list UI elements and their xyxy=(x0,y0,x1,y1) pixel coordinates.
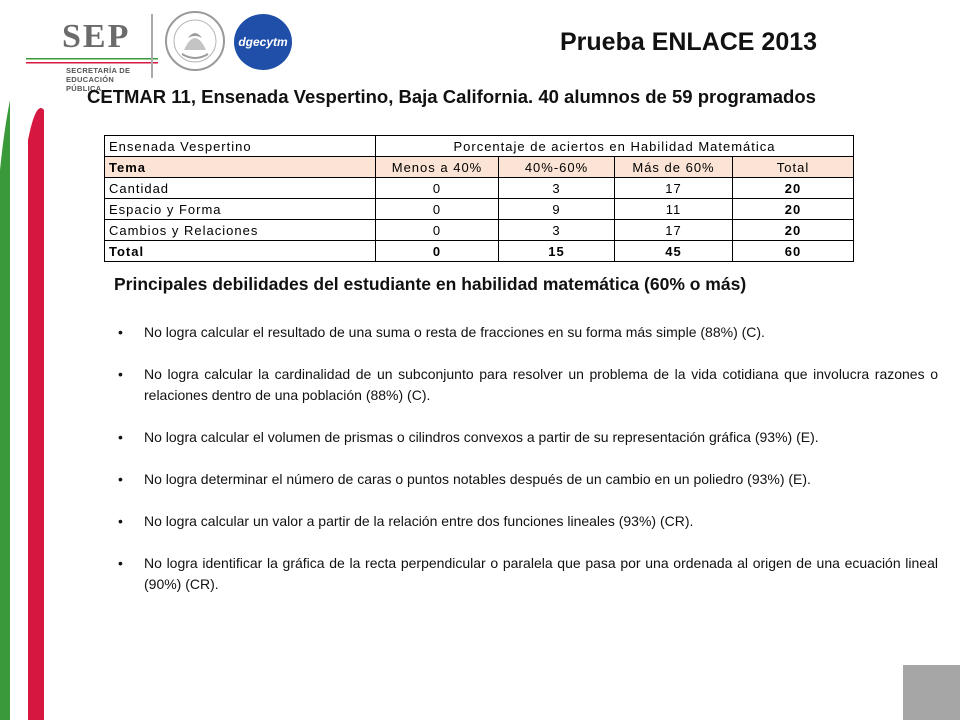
cell-total: 20 xyxy=(732,198,854,220)
logo-divider xyxy=(151,14,153,78)
cell-menos40: 0 xyxy=(375,240,499,262)
cell-tema: Espacio y Forma xyxy=(104,198,376,220)
table-group-header: Porcentaje de aciertos en Habilidad Mate… xyxy=(375,135,854,157)
mexican-national-seal-icon xyxy=(165,11,225,71)
list-item: No logra calcular un valor a partir de l… xyxy=(118,511,938,532)
cell-mas60: 17 xyxy=(614,219,733,241)
cell-40-60: 3 xyxy=(498,219,615,241)
cell-40-60: 9 xyxy=(498,198,615,220)
column-header-tema: Tema xyxy=(104,156,376,178)
cell-total: 20 xyxy=(732,219,854,241)
table-column-header-row: Tema Menos a 40% 40%-60% Más de 60% Tota… xyxy=(104,156,854,178)
column-header-mas60: Más de 60% xyxy=(614,156,733,178)
sep-logo-lines xyxy=(26,58,158,64)
corner-grey-box xyxy=(903,665,960,720)
cell-40-60: 3 xyxy=(498,177,615,199)
table-total-row: Total 0 15 45 60 xyxy=(104,240,854,262)
list-item: No logra calcular el volumen de prismas … xyxy=(118,427,938,448)
cell-menos40: 0 xyxy=(375,219,499,241)
cell-40-60: 15 xyxy=(498,240,615,262)
dgecytm-logo-text: dgecytm xyxy=(238,35,288,49)
page-title: Prueba ENLACE 2013 xyxy=(560,28,818,56)
list-item: No logra calcular la cardinalidad de un … xyxy=(118,364,938,406)
cell-tema: Cantidad xyxy=(104,177,376,199)
red-stripe xyxy=(28,108,44,720)
column-header-total: Total xyxy=(732,156,854,178)
column-header-40-60: 40%-60% xyxy=(498,156,615,178)
cell-mas60: 17 xyxy=(614,177,733,199)
weaknesses-title: Principales debilidades del estudiante e… xyxy=(114,274,747,294)
list-item: No logra calcular el resultado de una su… xyxy=(118,322,938,343)
sep-logo: SEP SECRETARÍA DE EDUCACIÓN PÚBLICA xyxy=(22,18,158,93)
cell-tema: Cambios y Relaciones xyxy=(104,219,376,241)
white-gap xyxy=(10,100,20,720)
list-item: No logra determinar el número de caras o… xyxy=(118,469,938,490)
results-table: Ensenada Vespertino Porcentaje de aciert… xyxy=(104,135,854,262)
weaknesses-list: No logra calcular el resultado de una su… xyxy=(118,322,938,616)
sep-logo-subtitle: SECRETARÍA DE EDUCACIÓN PÚBLICA xyxy=(66,66,131,93)
cell-mas60: 11 xyxy=(614,198,733,220)
page-subtitle: CETMAR 11, Ensenada Vespertino, Baja Cal… xyxy=(87,86,816,107)
tricolor-stripes xyxy=(0,100,44,720)
list-item: No logra identificar la gráfica de la re… xyxy=(118,553,938,595)
sep-logo-word: SEP xyxy=(62,18,131,55)
cell-total: 60 xyxy=(732,240,854,262)
table-header-row: Ensenada Vespertino Porcentaje de aciert… xyxy=(104,135,854,157)
cell-mas60: 45 xyxy=(614,240,733,262)
table-row: Cantidad 0 3 17 20 xyxy=(104,177,854,199)
cell-menos40: 0 xyxy=(375,198,499,220)
cell-total: 20 xyxy=(732,177,854,199)
table-row: Cambios y Relaciones 0 3 17 20 xyxy=(104,219,854,241)
cell-menos40: 0 xyxy=(375,177,499,199)
green-stripe xyxy=(0,100,10,720)
dgecytm-logo: dgecytm xyxy=(234,14,292,70)
table-corner-cell: Ensenada Vespertino xyxy=(104,135,376,157)
column-header-menos40: Menos a 40% xyxy=(375,156,499,178)
table-row: Espacio y Forma 0 9 11 20 xyxy=(104,198,854,220)
cell-tema: Total xyxy=(104,240,376,262)
